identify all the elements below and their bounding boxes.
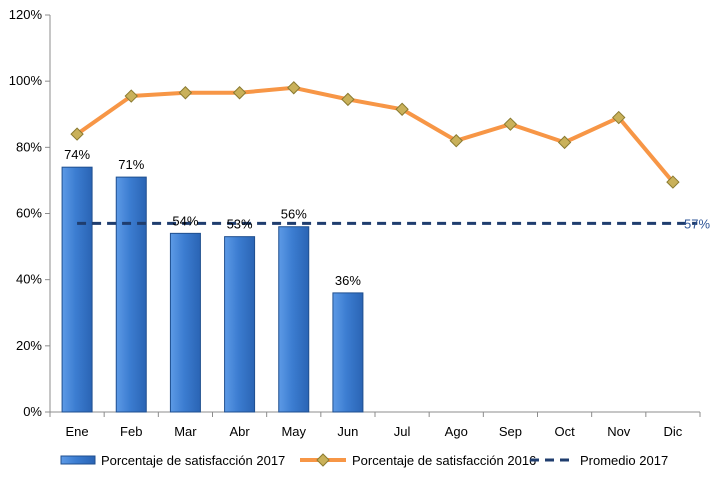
x-tick-label: Abr [229, 424, 250, 439]
x-tick-label: Dic [664, 424, 683, 439]
bar [61, 166, 93, 413]
legend-swatch-marker [316, 453, 330, 467]
legend-label-2016: Porcentaje de satisfacción 2016 [352, 453, 536, 468]
bar-data-label: 56% [281, 207, 307, 222]
line-point [341, 92, 355, 107]
legend-label-average: Promedio 2017 [580, 453, 668, 468]
legend-label-2017: Porcentaje de satisfacción 2017 [101, 453, 285, 468]
y-tick-label: 100% [9, 73, 43, 88]
y-tick-label: 80% [16, 139, 42, 154]
bar [224, 236, 256, 413]
line-point [124, 89, 138, 103]
bar [115, 176, 147, 413]
x-tick-label: Jul [394, 424, 411, 439]
line-point [70, 127, 84, 141]
legend: Porcentaje de satisfacción 2017 Porcentaj… [60, 453, 668, 468]
bar-data-label: 74% [64, 147, 90, 162]
line-point [287, 81, 301, 95]
line-series-2016 [70, 81, 680, 189]
bar [169, 232, 201, 413]
bar-data-label: 54% [172, 213, 198, 228]
line-point [503, 117, 518, 131]
x-tick-label: Ago [445, 424, 468, 439]
y-tick-label: 60% [16, 206, 42, 221]
axes: 0% 20% 40% 60% 80% 100% 120% Ene Feb Mar Abr May Jun… [9, 7, 701, 439]
average-data-label: 57% [684, 216, 710, 231]
line-point [666, 175, 680, 189]
x-tick-label: Sep [499, 424, 522, 439]
x-tick-label: Nov [607, 424, 631, 439]
x-tick-label: Oct [554, 424, 575, 439]
bar-data-label: 71% [118, 157, 144, 172]
line-point [232, 86, 247, 100]
x-tick-label: Ene [66, 424, 89, 439]
legend-swatch-bar [60, 455, 96, 465]
y-tick-label: 120% [9, 7, 43, 22]
line-point [395, 102, 409, 116]
bar-data-label: 36% [335, 273, 361, 288]
bar-data-label: 53% [227, 217, 253, 232]
x-tick-label: Jun [337, 424, 358, 439]
x-tick-label: May [281, 424, 306, 439]
bar-series [61, 166, 364, 413]
bar [278, 226, 310, 413]
series-line-2016 [75, 85, 675, 184]
line-point [449, 134, 463, 148]
y-tick-label: 20% [16, 338, 42, 353]
y-tick-label: 0% [23, 404, 42, 419]
line-point [557, 135, 572, 150]
bar [332, 292, 364, 413]
data-labels: 74% 71% 54% 53% 56% 36% 57% [64, 147, 710, 288]
line-point [612, 110, 626, 125]
line-point [178, 86, 193, 100]
y-tick-label: 40% [16, 272, 42, 287]
x-tick-label: Feb [120, 424, 142, 439]
x-tick-label: Mar [174, 424, 197, 439]
